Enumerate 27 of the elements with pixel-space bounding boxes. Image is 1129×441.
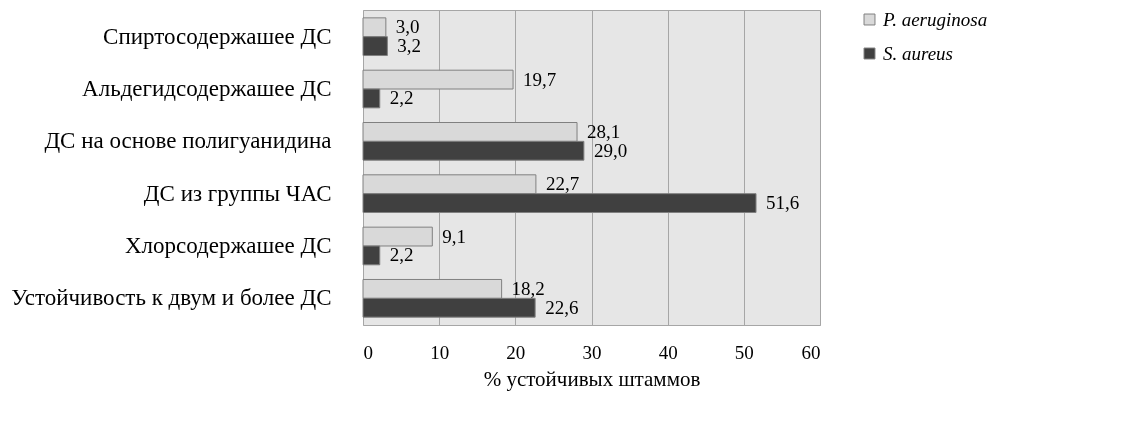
legend-label: S. aureus bbox=[883, 42, 954, 64]
y-tick-label: Спиртосодержашее ДС bbox=[103, 23, 332, 49]
data-label: 2,2 bbox=[389, 87, 414, 109]
x-tick-label: 30 bbox=[582, 341, 602, 363]
x-tick-label: 10 bbox=[430, 341, 450, 363]
x-tick-label: 40 bbox=[658, 341, 678, 363]
y-tick-label: Альдегидсодержашее ДС bbox=[82, 76, 332, 102]
legend-label: P. aeruginosa bbox=[882, 8, 988, 30]
data-label: 9,1 bbox=[442, 225, 467, 247]
y-tick-label: Хлорсодержашее ДС bbox=[124, 232, 332, 258]
data-label: 18,2 bbox=[511, 277, 545, 299]
data-label: 28,1 bbox=[587, 120, 621, 142]
data-label: 51,6 bbox=[766, 192, 800, 214]
y-tick-label: ДС из группы ЧАС bbox=[143, 180, 332, 206]
data-label: 3,0 bbox=[395, 16, 420, 38]
x-tick-label: 50 bbox=[734, 341, 754, 363]
data-label: 3,2 bbox=[397, 35, 422, 57]
x-tick-label: 20 bbox=[506, 341, 526, 363]
y-tick-label: Устойчивость к двум и более ДС bbox=[11, 285, 332, 311]
x-axis-title: % устойчивых штаммов bbox=[483, 366, 701, 391]
x-tick-label: 0 bbox=[363, 341, 373, 363]
x-tick-label: 60 bbox=[801, 341, 821, 363]
data-label: 22,6 bbox=[545, 296, 579, 318]
data-label: 19,7 bbox=[523, 68, 557, 90]
y-tick-label: ДС на основе полигуанидина bbox=[44, 128, 332, 154]
data-label: 22,7 bbox=[545, 173, 580, 195]
data-label: 2,2 bbox=[389, 244, 414, 266]
